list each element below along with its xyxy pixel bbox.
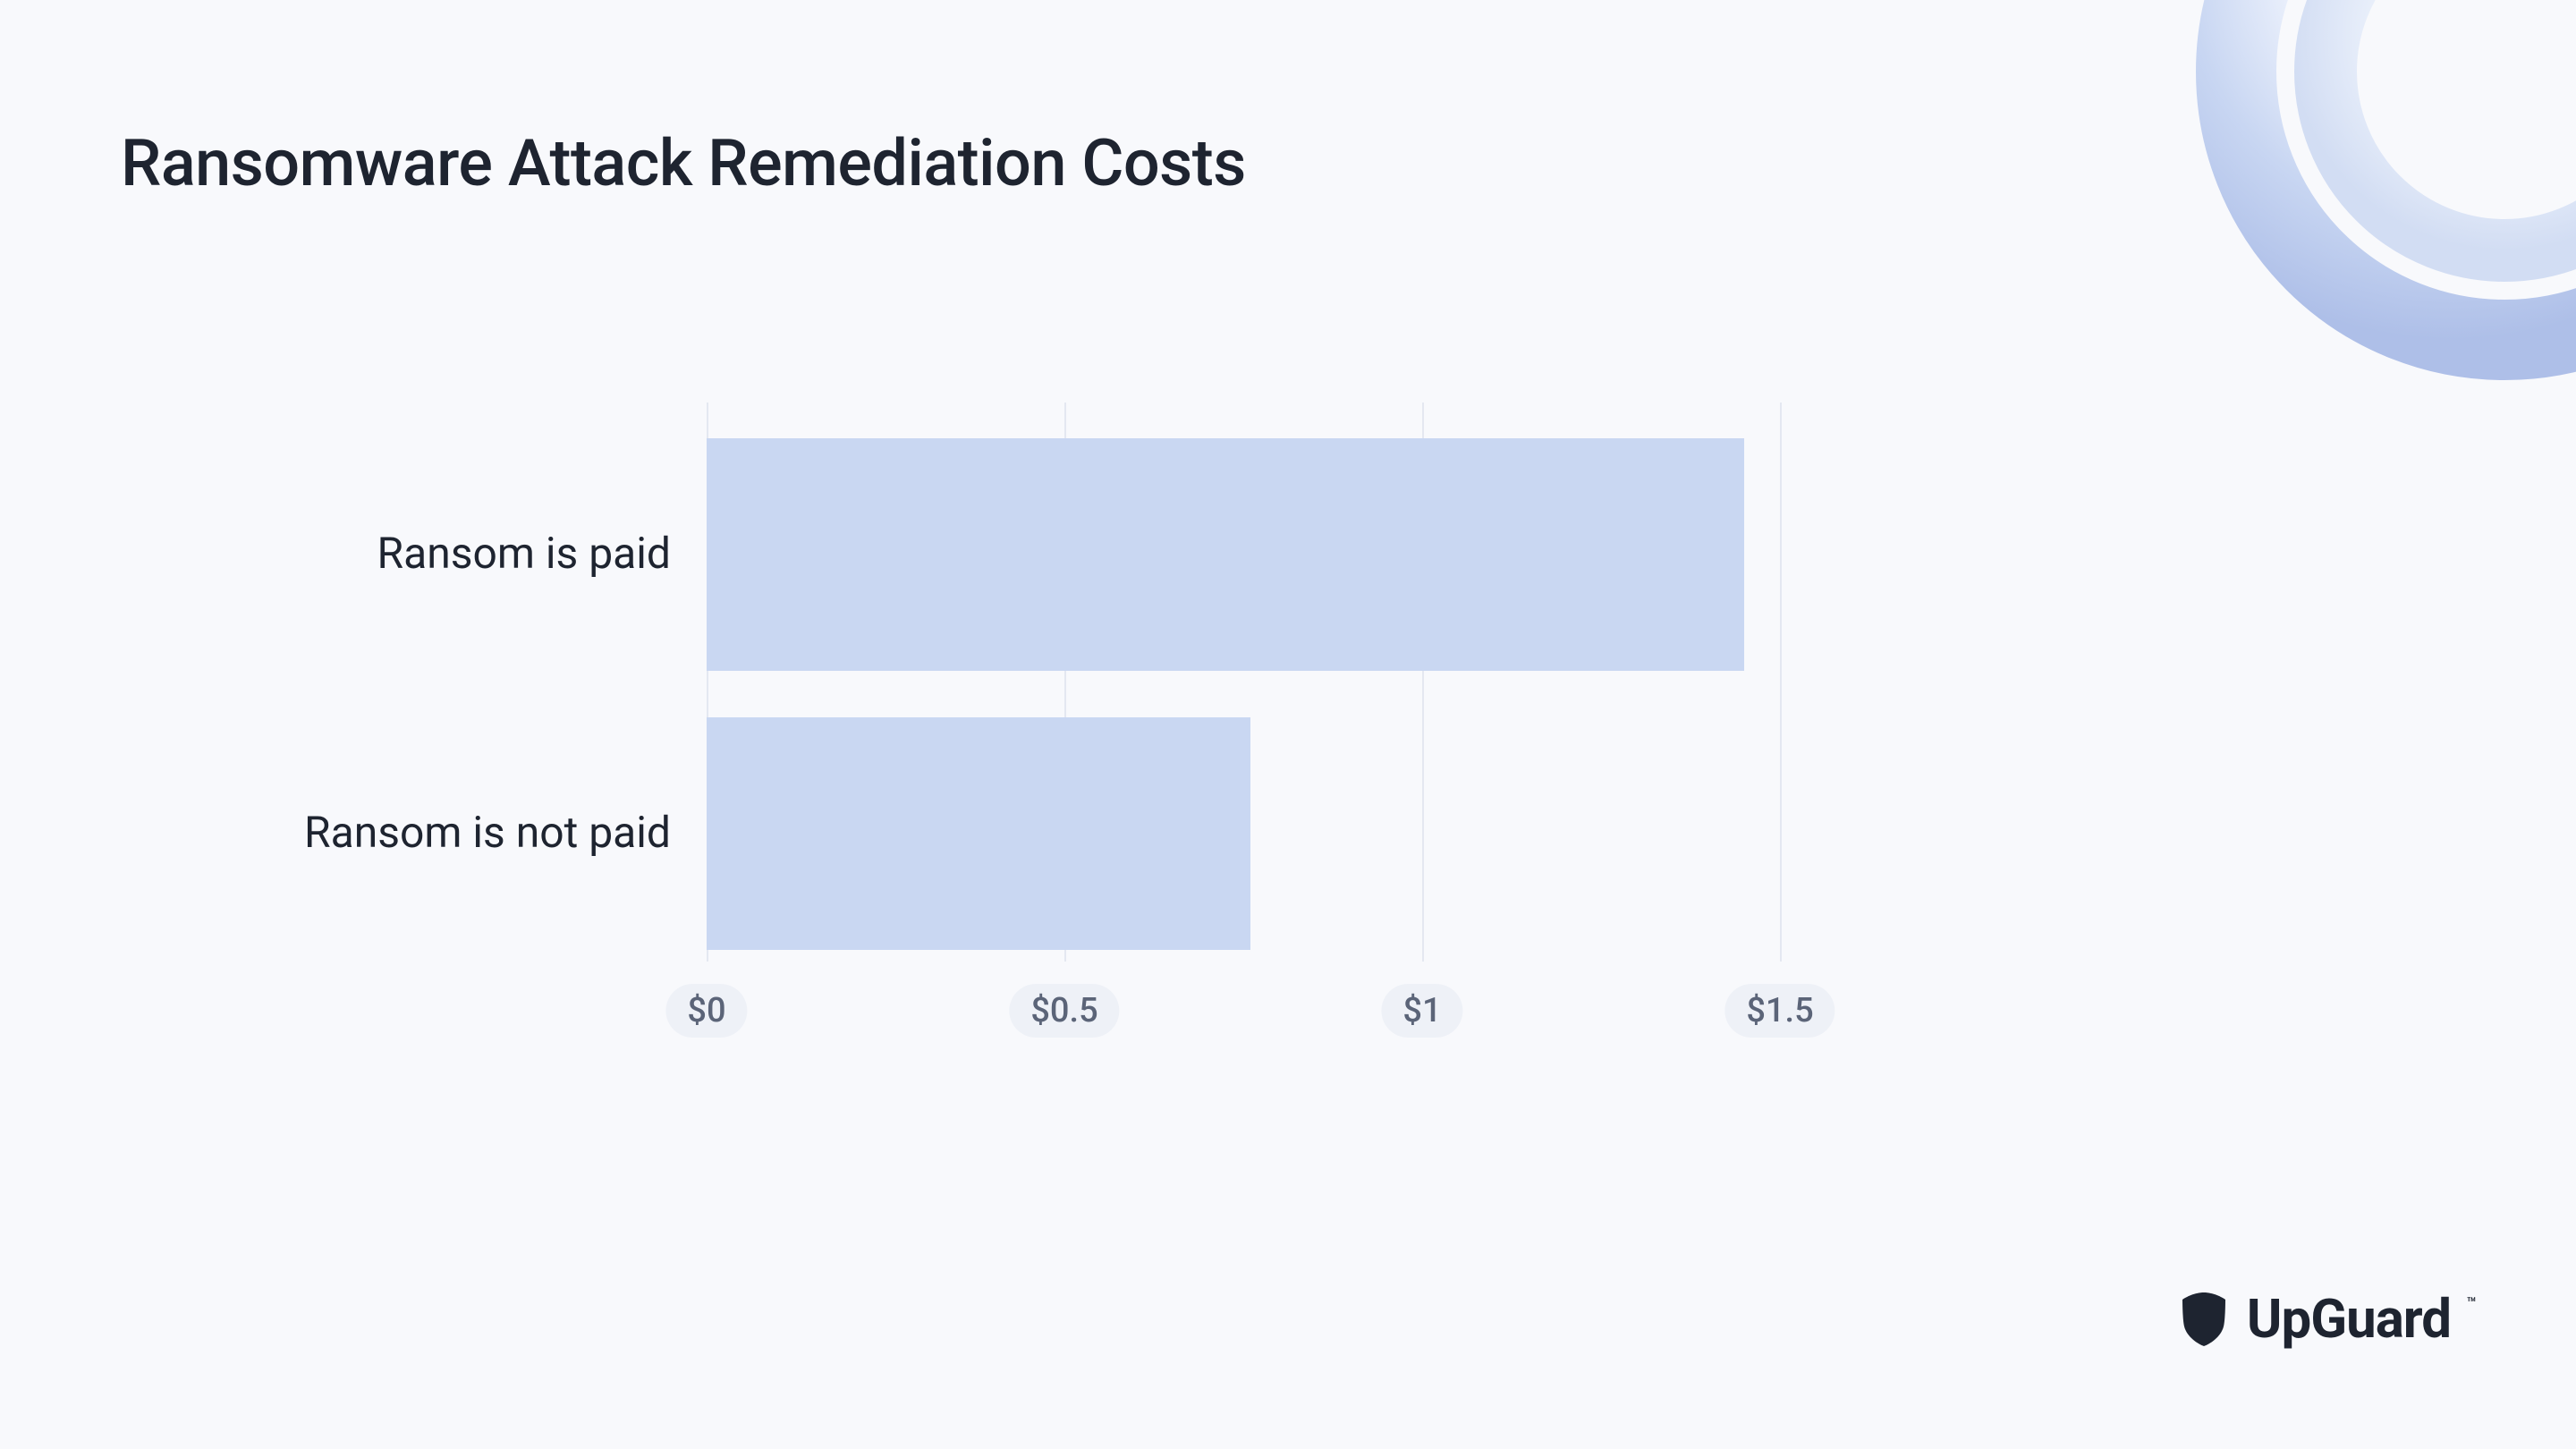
x-axis-tick: $1	[1381, 984, 1462, 1038]
brand-name: UpGuard ™	[2247, 1287, 2451, 1351]
x-axis-tick: $0.5	[1009, 984, 1119, 1038]
x-axis-tick: $1.5	[1724, 984, 1835, 1038]
brand-text: UpGuard	[2247, 1287, 2451, 1351]
chart-plot	[707, 402, 1780, 962]
chart: Ransom is paid Ransom is not paid $0 $0.…	[242, 402, 1816, 1046]
chart-title: Ransomware Attack Remediation Costs	[121, 125, 1246, 201]
y-axis-label: Ransom is paid	[242, 528, 671, 579]
bar-ransom-not-paid	[707, 717, 1250, 950]
y-axis-label: Ransom is not paid	[242, 807, 671, 858]
x-axis-tick: $0	[665, 984, 747, 1038]
brand-logo: UpGuard ™	[2179, 1287, 2451, 1351]
gridline	[1780, 402, 1782, 962]
bar-ransom-paid	[707, 438, 1744, 671]
shield-icon	[2179, 1291, 2229, 1348]
trademark-symbol: ™	[2467, 1294, 2476, 1313]
corner-decoration	[2129, 0, 2576, 447]
